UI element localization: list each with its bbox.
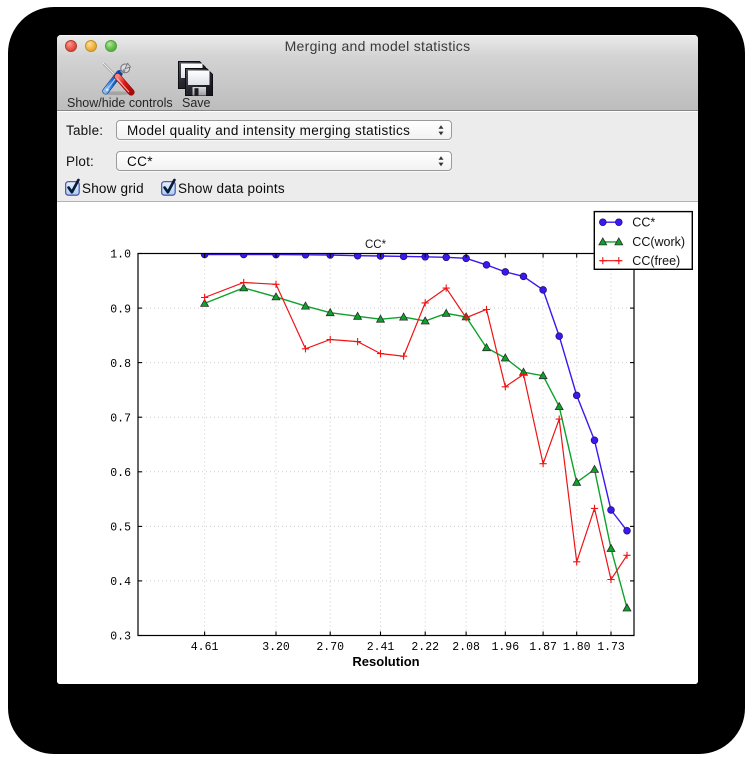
svg-text:0.4: 0.4 <box>110 576 131 589</box>
svg-text:2.41: 2.41 <box>367 641 395 654</box>
svg-text:CC(work): CC(work) <box>632 235 685 249</box>
svg-text:2.22: 2.22 <box>411 641 439 654</box>
svg-text:4.61: 4.61 <box>191 641 219 654</box>
svg-text:0.7: 0.7 <box>110 412 131 425</box>
svg-text:CC*: CC* <box>632 216 655 230</box>
svg-text:2.70: 2.70 <box>316 641 344 654</box>
svg-text:CC*: CC* <box>365 239 387 251</box>
svg-text:0.3: 0.3 <box>110 631 131 644</box>
svg-text:0.8: 0.8 <box>110 358 131 371</box>
svg-text:1.87: 1.87 <box>529 641 557 654</box>
svg-text:2.08: 2.08 <box>452 641 480 654</box>
svg-text:3.20: 3.20 <box>262 641 290 654</box>
svg-text:1.80: 1.80 <box>563 641 591 654</box>
svg-text:Resolution: Resolution <box>352 654 419 669</box>
svg-text:1.73: 1.73 <box>597 641 625 654</box>
svg-text:0.6: 0.6 <box>110 467 131 480</box>
svg-text:CC(free): CC(free) <box>632 254 680 268</box>
svg-text:0.9: 0.9 <box>110 303 131 316</box>
svg-text:1.96: 1.96 <box>491 641 519 654</box>
svg-text:1.0: 1.0 <box>110 249 131 262</box>
svg-text:0.5: 0.5 <box>110 522 131 535</box>
